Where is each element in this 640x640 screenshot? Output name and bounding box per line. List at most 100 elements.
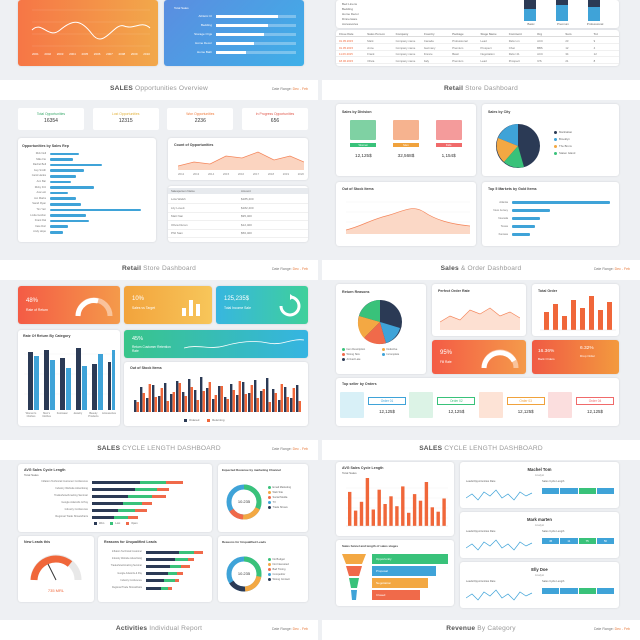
table-cell: $12,400	[241, 222, 252, 227]
total-order-card: Total Order	[532, 284, 619, 336]
x-tick: Footwear	[56, 412, 68, 415]
kpi-card: Total Opportunities 16354	[18, 108, 84, 130]
bar-ordered	[146, 398, 149, 412]
bar-returning	[178, 383, 181, 412]
date-range[interactable]: Date Range: Dec - Feb	[272, 267, 308, 271]
x-tick: 2014	[207, 172, 215, 176]
person-left-label: Leads/Opportunities Rate	[466, 530, 496, 533]
date-range-label: Date Range:	[271, 447, 292, 451]
bar-returning	[298, 401, 301, 412]
opp-count-title: Count of Opportunities	[174, 143, 214, 147]
tile-label: Drop Order	[580, 354, 596, 358]
date-range-value: Dec - Feb	[292, 267, 308, 271]
division-tag: Men	[392, 143, 419, 147]
retention-line	[184, 339, 304, 349]
date-range[interactable]: Date Range: Dec - Feb	[594, 627, 630, 631]
bar	[395, 506, 399, 526]
seller-item: Order 02 12,125$	[409, 390, 477, 420]
bar-label: Tim Yarr	[36, 208, 46, 211]
refresh-icon	[279, 294, 301, 317]
table-cell: 21	[565, 58, 569, 63]
person-cell	[596, 488, 614, 494]
return-reasons-legend: Item Description Defective Wrong Size Incom…	[342, 348, 424, 363]
kpi-label: Total Opportunities	[36, 112, 66, 116]
seller-info: Order 04 12,125$	[575, 396, 614, 414]
bar-ordered	[164, 383, 167, 412]
bar-segment	[163, 579, 175, 583]
x-tick: 2007	[106, 52, 113, 56]
table-cell: Mark	[367, 39, 374, 43]
row-label: Accessories	[342, 22, 359, 26]
table-cell: Company name	[395, 39, 416, 43]
legend-item: Item Description	[342, 348, 382, 351]
table-cell: Premium	[452, 58, 464, 63]
bar-segment	[92, 508, 119, 512]
avg-cycle-sub: Total Sales	[24, 473, 39, 477]
return-reasons-title: Return Reasons	[342, 290, 370, 294]
kpi-label: Won Opportunities	[186, 112, 215, 116]
seller-order-button[interactable]: Order 03	[506, 396, 545, 405]
bar-ordered	[266, 378, 269, 412]
bar-ordered	[290, 398, 293, 412]
section-title-bold: Retail	[443, 85, 464, 92]
rate-by-category-card: Rate Of Return By Category Women's Cloth…	[18, 330, 120, 426]
date-range[interactable]: Date Range: Dec - Feb	[272, 627, 308, 631]
date-range-label: Date Range:	[593, 267, 614, 271]
section-title-rest: Store Dashboard	[463, 85, 519, 92]
top-table-header: Close Date Sales Person Company Country Pack…	[336, 32, 619, 37]
opp-by-salesrep-title: Opportunities by Sales Rep	[22, 144, 69, 148]
date-range[interactable]: Date Range: Dec - Feb	[272, 447, 308, 451]
bar	[553, 304, 558, 330]
legend-label: Brooklyn	[559, 137, 570, 141]
seller-order-button[interactable]: Order 01	[368, 396, 406, 405]
x-tick: 2020	[297, 172, 304, 176]
total-order-title: Total Order	[538, 289, 558, 293]
bar-returning	[172, 392, 175, 412]
bar-segment	[174, 557, 188, 561]
table-cell: Company name	[395, 52, 416, 56]
bar-ordered	[194, 390, 197, 412]
table-cell: Matt Nan	[171, 214, 184, 218]
top-gradient-card: 2001 2002 2003 2004 2005 2006 2007 2008 2009 2010	[18, 0, 158, 66]
table-cell: Company name	[395, 45, 416, 50]
table-header-cell: Amount	[241, 189, 251, 193]
seller-order-button[interactable]: Order 04	[575, 396, 614, 405]
bar-returning	[136, 402, 139, 412]
bar-returning	[286, 397, 289, 412]
seller-info: Order 02 12,125$	[437, 396, 476, 414]
legend-swatch	[110, 522, 114, 525]
legend-item: TV	[268, 501, 308, 504]
bar	[580, 308, 585, 330]
section-retail-store-1: Retail Store Dashboard	[322, 80, 640, 100]
bar	[571, 300, 576, 330]
section-sales-order: Sales & Order Dashboard Date Range: Dec …	[322, 260, 640, 280]
unqualified-donut-title: Reasons for Unqualified Leads	[222, 540, 267, 544]
orders-split-tile: 16.36% Back Orders 6.32% Drop Order	[532, 340, 619, 374]
section-sales-opportunities: SALES Opportunities Overview Date Range:…	[0, 80, 318, 100]
date-range[interactable]: Date Range: Dec - Feb	[594, 267, 630, 271]
sales-by-city-legend: Manhattan Brooklyn The Bronx Staten Island	[554, 130, 616, 158]
person-cell	[578, 588, 596, 594]
table-header-cell: Package	[452, 32, 464, 36]
legend-label: Manhattan	[559, 130, 573, 134]
rate-by-category-xaxis: Women's Clothes Men's Clothes Footwear Jewe…	[24, 412, 116, 418]
kpi-card: Won Opportunities 2236	[167, 108, 234, 130]
bar-ordered	[158, 396, 161, 412]
bar-returning	[280, 384, 283, 412]
bar	[50, 231, 63, 234]
legend-item: Wrong Size	[342, 353, 382, 356]
bar-segment	[92, 501, 124, 505]
table-cell: Germany	[423, 45, 436, 50]
section-title-bold: SALES	[97, 445, 121, 452]
table-cell: IVS	[537, 58, 542, 63]
kpi-value: 16354	[44, 118, 58, 124]
tile-value: 45%	[132, 336, 144, 342]
tile-value: 125,235$	[224, 296, 250, 302]
seller-order-button[interactable]: Order 02	[437, 396, 476, 405]
person-role: Analyst	[534, 473, 545, 477]
date-range[interactable]: Date Range: Dec - Feb	[272, 87, 308, 91]
people-cards: Machel Tom Analyst Leads/Opportunities Rat…	[460, 462, 619, 608]
x-tick: 2015	[222, 172, 230, 176]
bar-label: Inflation Technical Customer	[112, 550, 142, 553]
tile-value: 48%	[26, 298, 39, 304]
